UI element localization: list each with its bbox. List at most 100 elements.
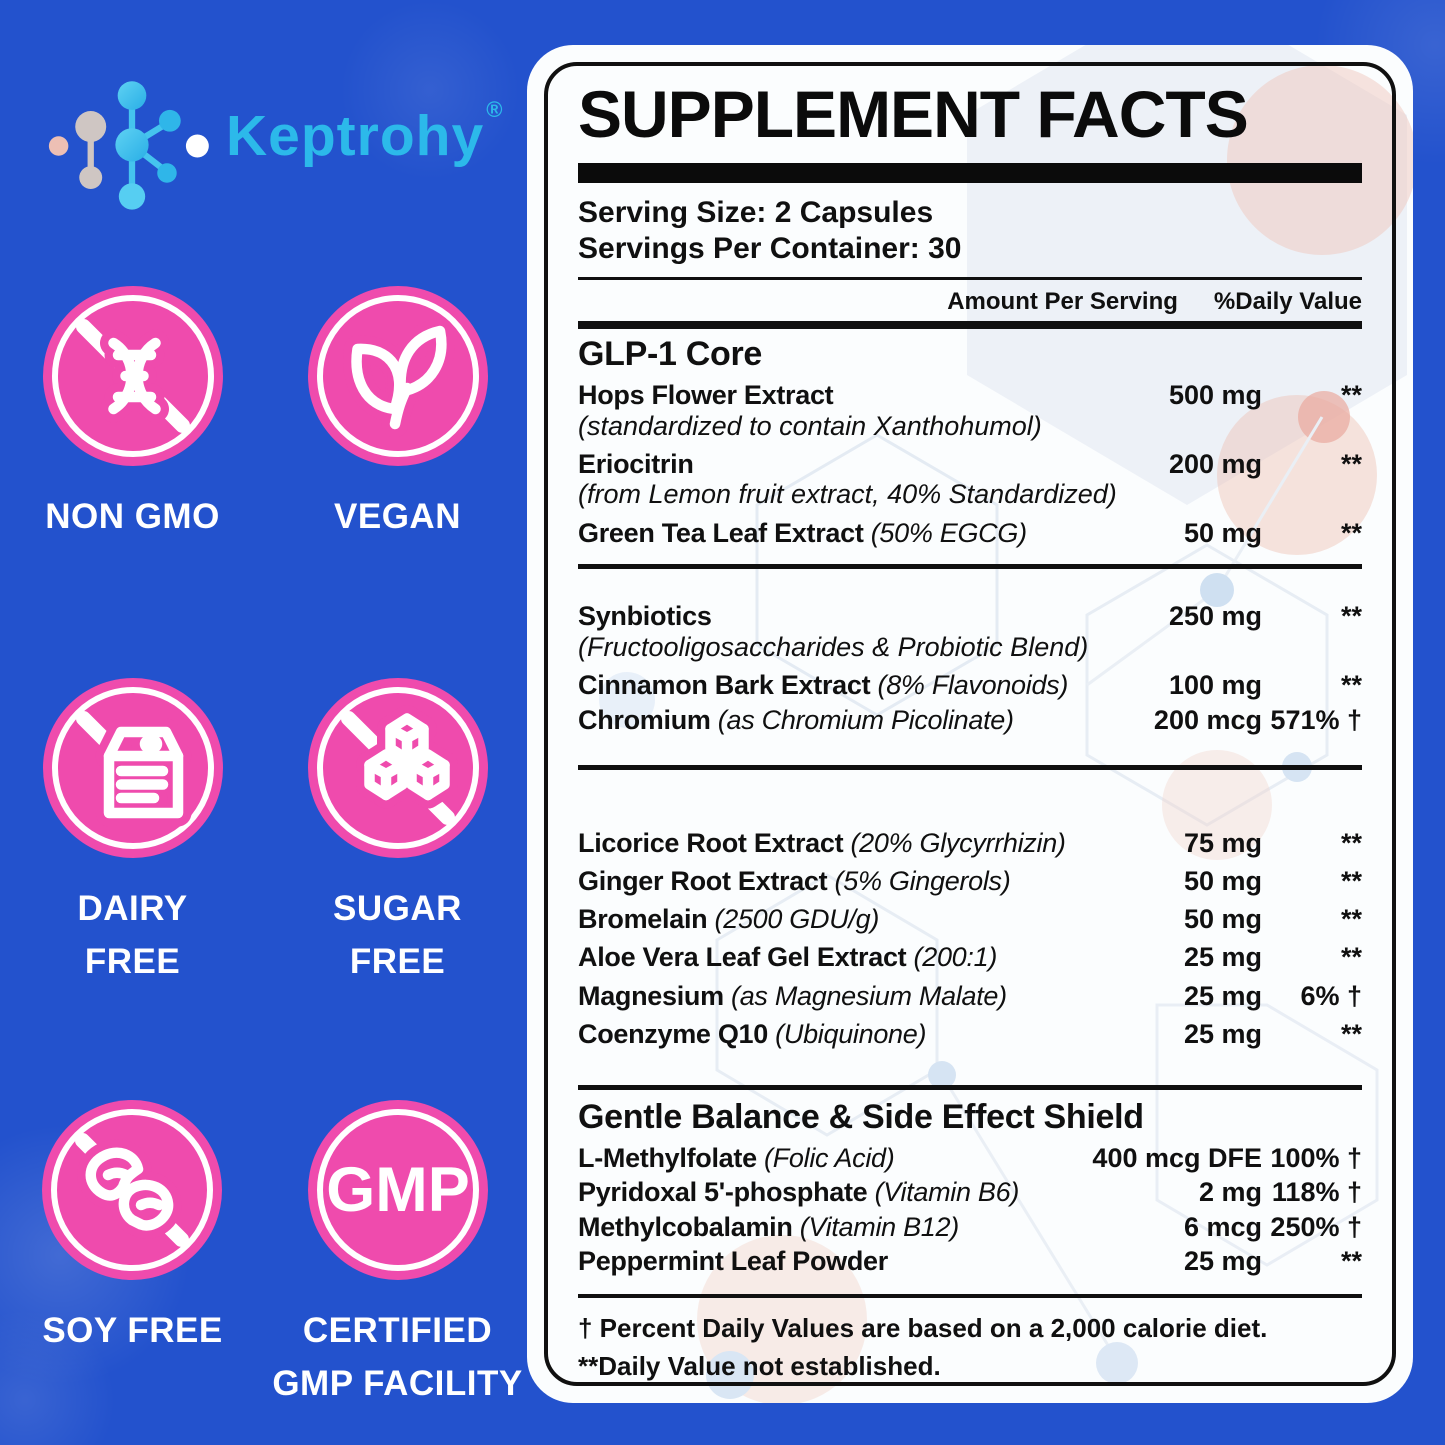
- ingredient-note: (Vitamin B6): [867, 1177, 1020, 1208]
- badge-ring: [316, 1109, 479, 1271]
- ingredient-name: Ginger Root Extract (5% Gingerols): [578, 866, 1011, 896]
- badge-label: CERTIFIED GMP FACILITY: [272, 1311, 523, 1403]
- ingredient-daily-value: 100% †: [1270, 1143, 1362, 1174]
- ingredient-note: (50% EGCG): [863, 518, 1027, 549]
- badge-ring: [316, 687, 479, 849]
- ingredient-row: Synbiotics 250 mg **: [578, 601, 1362, 631]
- ingredient-daily-value: **: [1340, 380, 1362, 411]
- amount-column-header: Amount Per Serving: [947, 288, 1178, 316]
- ingredient-daily-value: **: [1340, 827, 1362, 858]
- title-bar: [578, 163, 1362, 184]
- no-gmo-dna-icon: [42, 286, 223, 466]
- ingredient-amount: 25 mg: [1183, 942, 1262, 973]
- ingredient-name: Licorice Root Extract (20% Glycyrrhizin): [578, 827, 1066, 858]
- ingredient-daily-value: 6% †: [1300, 980, 1362, 1011]
- badge-soy-free: SOY FREE: [42, 1100, 223, 1410]
- ingredient-row: L-Methylfolate (Folic Acid) 400 mcg DFE 10…: [578, 1143, 1362, 1173]
- vegan-leaves-icon: [307, 286, 488, 466]
- ingredient-name: Methylcobalamin (Vitamin B12): [578, 1211, 959, 1242]
- ingredient-note: (200:1): [906, 942, 998, 973]
- ingredient-name: Green Tea Leaf Extract (50% EGCG): [578, 518, 1027, 549]
- molecule-logo-icon: [48, 81, 209, 210]
- section-heading: Gentle Balance & Side Effect Shield: [578, 1098, 1144, 1137]
- badge-sugar-free: SUGAR FREE: [307, 678, 488, 1100]
- ingredient-daily-value: **: [1340, 449, 1362, 480]
- ingredient-row: Ginger Root Extract (5% Gingerols) 50 mg *…: [578, 866, 1362, 896]
- ingredient-name: Peppermint Leaf Powder: [578, 1245, 888, 1276]
- badge-vegan: VEGAN: [307, 286, 488, 678]
- ingredient-row: Bromelain (2500 GDU/g) 50 mg **: [578, 904, 1362, 934]
- ingredient-note: (8% Flavonoids): [870, 670, 1069, 701]
- ingredient-row: Chromium (as Chromium Picolinate) 200 mcg…: [578, 705, 1362, 735]
- ingredient-row: Cinnamon Bark Extract (8% Flavonoids) 100…: [578, 670, 1362, 700]
- no-soy-icon: [42, 1100, 223, 1280]
- ingredient-section: GLP-1 Core Hops Flower Extract 500 mg ** (st…: [578, 329, 1362, 570]
- ingredient-amount: 400 mcg DFE: [1092, 1143, 1262, 1174]
- ingredient-name: Coenzyme Q10 (Ubiquinone): [578, 1018, 927, 1049]
- ingredient-name: Synbiotics: [578, 601, 712, 632]
- brand-name: Keptrohy®: [226, 97, 504, 168]
- ingredient-name: Bromelain (2500 GDU/g): [578, 904, 880, 935]
- ingredient-section: Synbiotics 250 mg ** (Fructooligosaccharide…: [578, 569, 1362, 770]
- ingredient-amount: 25 mg: [1183, 980, 1262, 1011]
- badges-grid: NON GMO VEGAN DAIRY FREE SUGAR FREE SOY FREE GM…: [0, 286, 530, 1410]
- badge-label: VEGAN: [334, 497, 461, 536]
- footnote: † Percent Daily Values are based on a 2,…: [578, 1313, 1268, 1344]
- ingredient-note: (20% Glycyrrhizin): [843, 827, 1066, 858]
- panel-title: SUPPLEMENT FACTS: [578, 77, 1249, 151]
- ingredient-amount: 25 mg: [1183, 1245, 1262, 1276]
- ingredient-amount: 200 mcg: [1153, 704, 1262, 735]
- ingredient-note: (5% Gingerols): [827, 866, 1011, 896]
- column-headers: Amount Per Serving %Daily Value: [578, 288, 1362, 316]
- ingredient-daily-value: **: [1340, 942, 1362, 973]
- ingredient-row: Green Tea Leaf Extract (50% EGCG) 50 mg **: [578, 518, 1362, 548]
- daily-value-column-header: %Daily Value: [1213, 288, 1362, 316]
- ingredient-daily-value: 571% †: [1270, 704, 1362, 735]
- badge-dairy-free: DAIRY FREE: [42, 678, 223, 1100]
- registered-mark: ®: [486, 97, 504, 122]
- ingredient-row: Magnesium (as Magnesium Malate) 25 mg 6% †: [578, 981, 1362, 1011]
- no-sugar-icon: [307, 678, 488, 858]
- ingredient-daily-value: **: [1340, 670, 1362, 701]
- badge-label: NON GMO: [45, 497, 220, 536]
- ingredient-row: Pyridoxal 5'-phosphate (Vitamin B6) 2 mg 1…: [578, 1177, 1362, 1207]
- ingredient-daily-value: **: [1340, 904, 1362, 935]
- ingredient-daily-value: **: [1340, 601, 1362, 632]
- servings-per-container: Servings Per Container: 30: [578, 232, 962, 266]
- ingredient-amount: 25 mg: [1183, 1018, 1262, 1049]
- ingredient-amount: 200 mg: [1168, 449, 1262, 480]
- badge-label: SOY FREE: [42, 1311, 223, 1350]
- badge-ring: [51, 1109, 214, 1271]
- divider: [578, 277, 1362, 281]
- no-dairy-icon: [42, 678, 223, 858]
- ingredient-daily-value: 250% †: [1270, 1211, 1362, 1242]
- facts-border-box: SUPPLEMENT FACTS Serving Size: 2 Capsule…: [544, 62, 1396, 1386]
- ingredient-sections: GLP-1 Core Hops Flower Extract 500 mg ** (st…: [578, 329, 1362, 1299]
- ingredient-amount: 250 mg: [1168, 601, 1262, 632]
- serving-size: Serving Size: 2 Capsules: [578, 196, 934, 230]
- ingredient-section: Gentle Balance & Side Effect Shield L-Met…: [578, 1090, 1362, 1299]
- ingredient-daily-value: **: [1340, 518, 1362, 549]
- ingredient-daily-value: **: [1340, 1245, 1362, 1276]
- ingredient-row: Aloe Vera Leaf Gel Extract (200:1) 25 mg *…: [578, 942, 1362, 972]
- ingredient-row: Licorice Root Extract (20% Glycyrrhizin)…: [578, 828, 1362, 858]
- brand-logo: Keptrohy®: [46, 58, 504, 226]
- ingredient-name: Chromium (as Chromium Picolinate): [578, 704, 1014, 735]
- ingredient-note: (Ubiquinone): [767, 1018, 927, 1049]
- section-heading: GLP-1 Core: [578, 335, 763, 374]
- ingredient-row: Hops Flower Extract 500 mg **: [578, 380, 1362, 410]
- svg-text:GMP: GMP: [326, 1155, 470, 1225]
- badge-ring: [51, 687, 214, 849]
- supplement-facts-panel: SUPPLEMENT FACTS Serving Size: 2 Capsule…: [527, 45, 1413, 1403]
- divider: [578, 321, 1362, 330]
- ingredient-name: Cinnamon Bark Extract (8% Flavonoids): [578, 670, 1069, 701]
- ingredient-section: Licorice Root Extract (20% Glycyrrhizin)…: [578, 770, 1362, 1091]
- ingredient-subline: (Fructooligosaccharides & Probiotic Blen…: [578, 631, 1089, 662]
- ingredient-amount: 75 mg: [1183, 827, 1262, 858]
- footnote: **Daily Value not established.: [578, 1350, 941, 1381]
- ingredient-amount: 6 mcg: [1183, 1211, 1262, 1242]
- ingredient-row: Peppermint Leaf Powder 25 mg **: [578, 1246, 1362, 1276]
- ingredient-row: Coenzyme Q10 (Ubiquinone) 25 mg **: [578, 1019, 1362, 1049]
- ingredient-note: (2500 GDU/g): [707, 904, 880, 935]
- ingredient-amount: 50 mg: [1183, 904, 1262, 935]
